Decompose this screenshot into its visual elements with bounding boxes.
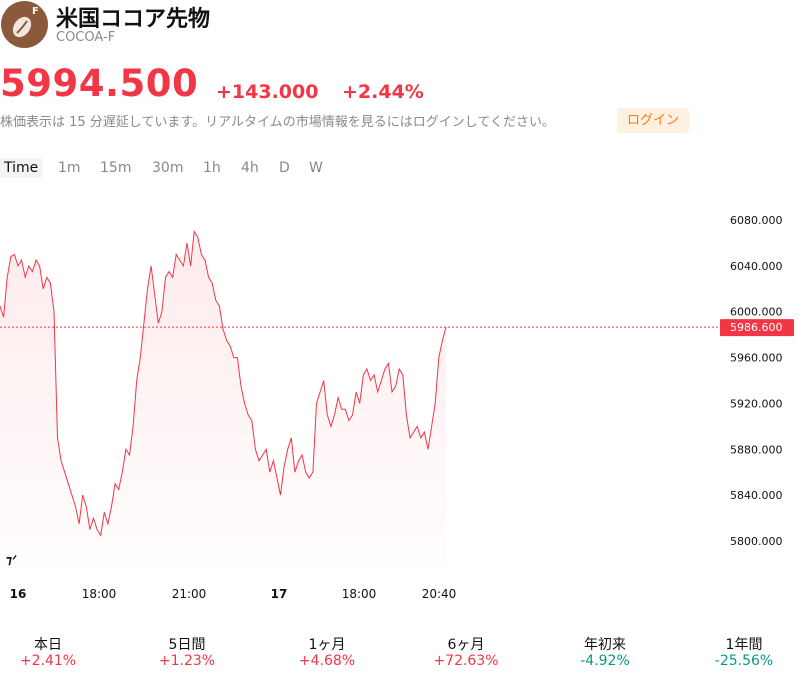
x-tick-label: 16 bbox=[10, 587, 27, 601]
timeframe-time[interactable]: Time bbox=[0, 158, 43, 178]
timeframe-1h[interactable]: 1h bbox=[203, 160, 221, 176]
perf-value: +2.41% bbox=[19, 653, 77, 669]
quote-header: F 米国ココア先物 COCOA-F bbox=[0, 0, 800, 52]
login-button[interactable]: ログイン bbox=[617, 108, 689, 133]
timeframe-4h[interactable]: 4h bbox=[241, 160, 259, 176]
tradingview-logo-icon: ⁊ᐟ bbox=[6, 553, 17, 567]
last-price-badge-text: 5986.600 bbox=[730, 321, 783, 334]
perf-value: +72.63% bbox=[433, 653, 499, 669]
price-change: +143.000 bbox=[216, 81, 319, 103]
y-tick-label: 6080.000 bbox=[730, 214, 783, 227]
x-tick-label: 21:00 bbox=[172, 587, 207, 601]
perf-1m: 1ヶ月 +4.68% bbox=[282, 634, 372, 669]
instrument-title: 米国ココア先物 bbox=[56, 7, 211, 32]
y-tick-label: 5960.000 bbox=[730, 352, 783, 365]
timeframe-30m[interactable]: 30m bbox=[152, 160, 184, 176]
performance-row: 本日 +2.41% 5日間 +1.23% 1ヶ月 +4.68% 6ヶ月 +72.… bbox=[0, 634, 800, 678]
series-area bbox=[0, 231, 446, 568]
perf-6m: 6ヶ月 +72.63% bbox=[421, 634, 511, 669]
cocoa-logo-icon: F bbox=[1, 1, 48, 48]
perf-value: +1.23% bbox=[158, 653, 216, 669]
x-axis: 16 18:00 21:00 17 18:00 20:40 bbox=[10, 587, 457, 601]
perf-value: +4.68% bbox=[298, 653, 356, 669]
y-tick-label: 5880.000 bbox=[730, 443, 783, 456]
timeframe-d[interactable]: D bbox=[279, 160, 290, 176]
y-axis: 6080.000 6040.000 6000.000 5960.000 5920.000… bbox=[730, 214, 783, 548]
perf-label: 6ヶ月 bbox=[447, 637, 485, 653]
perf-label: 1ヶ月 bbox=[308, 637, 346, 653]
perf-5d: 5日間 +1.23% bbox=[142, 634, 232, 669]
x-tick-label: 18:00 bbox=[342, 587, 377, 601]
last-price-badge: 5986.600 bbox=[720, 319, 794, 337]
y-tick-label: 6040.000 bbox=[730, 260, 783, 273]
perf-ytd: 年初来 -4.92% bbox=[560, 634, 650, 669]
perf-1y: 1年間 -25.56% bbox=[699, 634, 789, 669]
perf-label: 5日間 bbox=[168, 637, 206, 653]
perf-label: 1年間 bbox=[725, 637, 763, 653]
instrument-ticker: COCOA-F bbox=[56, 30, 116, 45]
x-tick-label: 20:40 bbox=[422, 587, 457, 601]
timeframe-1m[interactable]: 1m bbox=[58, 160, 81, 176]
delay-notice: 株価表示は 15 分遅延しています。リアルタイムの市場情報を見るにはログインして… bbox=[0, 115, 555, 130]
perf-value: -25.56% bbox=[714, 653, 774, 669]
y-tick-label: 5840.000 bbox=[730, 489, 783, 502]
x-tick-label: 18:00 bbox=[82, 587, 117, 601]
price-chart[interactable]: 6080.000 6040.000 6000.000 5960.000 5920.000… bbox=[0, 190, 800, 610]
logo-letter: F bbox=[32, 6, 39, 17]
last-price: 5994.500 bbox=[0, 62, 199, 105]
timeframe-w[interactable]: W bbox=[309, 160, 323, 176]
y-tick-label: 6000.000 bbox=[730, 306, 783, 319]
perf-label: 年初来 bbox=[584, 637, 626, 653]
perf-1d: 本日 +2.41% bbox=[3, 634, 93, 669]
perf-label: 本日 bbox=[34, 637, 62, 653]
timeframe-15m[interactable]: 15m bbox=[100, 160, 132, 176]
svg-text:⁊ᐟ: ⁊ᐟ bbox=[6, 553, 17, 567]
y-tick-label: 5920.000 bbox=[730, 397, 783, 410]
x-tick-label: 17 bbox=[271, 587, 288, 601]
y-tick-label: 5800.000 bbox=[730, 535, 783, 548]
series-line bbox=[0, 230, 447, 537]
perf-value: -4.92% bbox=[580, 653, 630, 669]
price-change-percent: +2.44% bbox=[342, 81, 424, 103]
